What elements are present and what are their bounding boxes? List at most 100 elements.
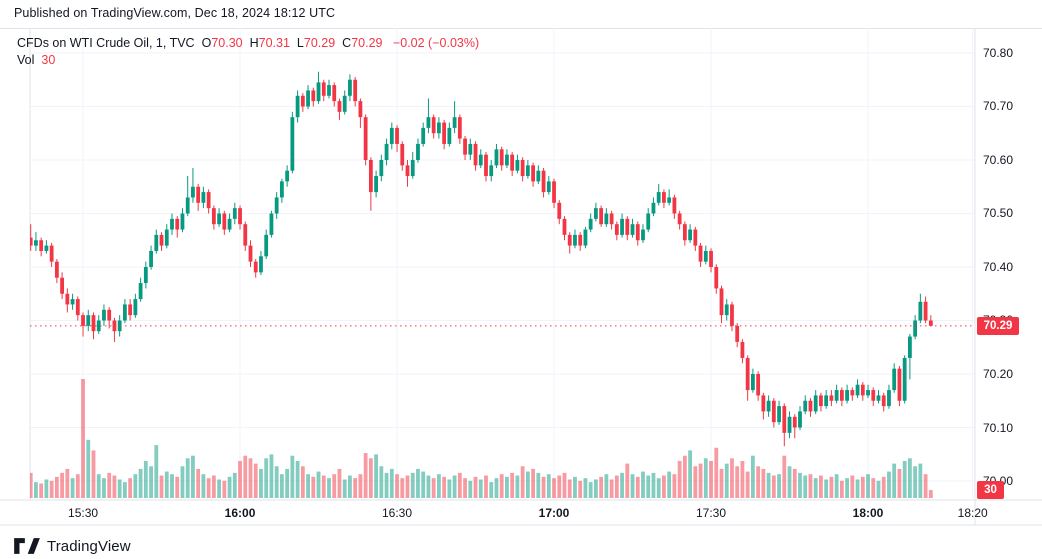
candle-body [122, 304, 127, 321]
volume-bar [557, 475, 562, 498]
volume-bar [70, 478, 75, 498]
volume-bar [426, 475, 431, 498]
candle-body [442, 122, 447, 144]
volume-bar [279, 474, 284, 498]
candle-body [112, 320, 117, 332]
volume-bar [75, 474, 80, 498]
volume-bar [358, 474, 363, 498]
volume-bar [196, 468, 201, 498]
volume-bar [133, 474, 138, 498]
candle-body [907, 336, 912, 358]
volume-bar [149, 466, 153, 498]
candle-body [180, 213, 185, 230]
volume-bar [164, 471, 169, 498]
volume-bar [881, 476, 886, 498]
volume-bar [520, 466, 525, 498]
candle-body [217, 213, 221, 225]
candle-body [405, 165, 410, 177]
candle-body [593, 208, 598, 219]
candle-body [389, 127, 394, 144]
candle-body [96, 320, 101, 332]
candle-body [337, 101, 342, 112]
price-tick-label: 70.60 [983, 152, 1014, 167]
published-banner: Published on TradingView.com, Dec 18, 20… [14, 6, 336, 20]
volume-bar [185, 458, 190, 498]
volume-bar [248, 458, 253, 498]
volume-bar [463, 478, 467, 498]
candle-body [860, 384, 865, 396]
candle-body [777, 406, 781, 423]
candle-body [49, 245, 54, 262]
volume-bar [222, 480, 227, 498]
volume-bar [913, 466, 918, 498]
candle-body [850, 390, 855, 396]
volume-bar [431, 478, 436, 498]
price-tick-label: 70.10 [983, 420, 1014, 435]
candle-body [494, 149, 499, 166]
volume-bar [274, 466, 279, 498]
candle-body [588, 218, 593, 230]
candle-body [709, 250, 713, 267]
candle-body [416, 143, 420, 160]
tradingview-brand[interactable]: TradingView [14, 536, 131, 556]
candle-body [70, 299, 75, 305]
volume-bar [91, 450, 96, 498]
candle-body [34, 240, 38, 246]
candle-body [604, 213, 609, 225]
candle-body [599, 208, 604, 225]
volume-bar [154, 445, 159, 498]
candle-body [567, 234, 572, 246]
volume-bar [452, 475, 457, 498]
candle-body [562, 218, 567, 235]
candle-body [86, 315, 91, 326]
candle-body [578, 234, 583, 246]
volume-bar [379, 466, 384, 498]
candle-body [463, 138, 467, 155]
volume-bar [232, 472, 237, 498]
volume-bar [609, 479, 614, 498]
volume-bar [887, 471, 891, 498]
candle-body [374, 176, 378, 193]
candle-body [813, 395, 818, 412]
volume-bar [499, 474, 504, 498]
volume-bar [368, 458, 373, 498]
candle-body [698, 245, 703, 262]
candle-body [531, 165, 535, 182]
candle-body [348, 79, 352, 96]
candle-body [552, 181, 556, 203]
volume-bar [918, 463, 923, 498]
volume-bar [395, 474, 399, 498]
candle-body [745, 357, 750, 391]
candle-body [149, 250, 153, 267]
volume-bar [740, 460, 745, 498]
volume-bar [808, 474, 813, 498]
volume-bar [761, 468, 766, 498]
candle-body [913, 320, 918, 337]
volume-bar [777, 474, 781, 498]
symbol-title: CFDs on WTI Crude Oil, 1, TVC [17, 36, 195, 50]
time-tick-label: 15:30 [68, 506, 99, 520]
price-tick-label: 70.50 [983, 206, 1014, 221]
volume-bar [264, 458, 269, 498]
time-tick-label: 17:30 [696, 506, 727, 520]
volume-bar [897, 468, 902, 498]
candle-body [358, 101, 363, 118]
candle-body [735, 325, 740, 342]
candle-body [792, 416, 797, 428]
candle-body [677, 213, 682, 225]
candle-body [117, 320, 122, 332]
volume-bar [573, 476, 577, 498]
volume-bar [562, 472, 567, 498]
candle-body [672, 197, 677, 214]
volume-bar [803, 475, 808, 498]
volume-bar [295, 460, 300, 498]
volume-bar [96, 474, 101, 498]
volume-bar [682, 455, 687, 498]
volume-bar [923, 474, 928, 498]
candle-body [44, 245, 49, 251]
candle-body [290, 117, 295, 171]
time-tick-label: 16:00 [224, 506, 256, 520]
candle-body [279, 181, 284, 198]
